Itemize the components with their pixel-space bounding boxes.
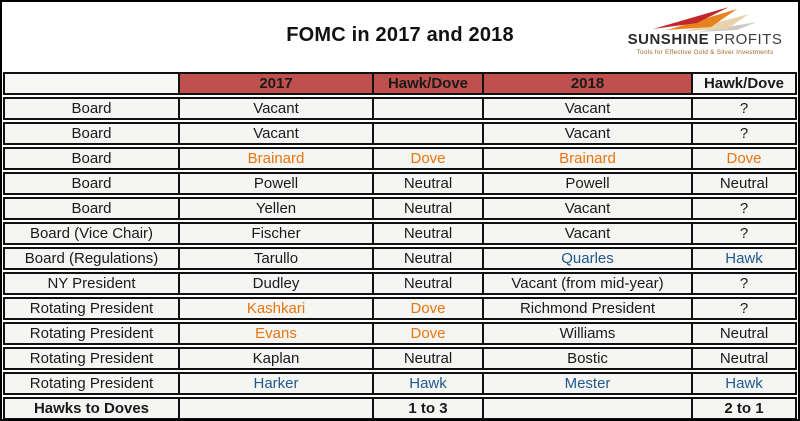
fomc-table: 2017 Hawk/Dove 2018 Hawk/Dove Board Vacan…	[3, 70, 797, 419]
table-cell: ?	[692, 122, 797, 145]
table-cell: Quarles	[483, 247, 692, 270]
position-cell: Hawks to Doves	[3, 397, 179, 419]
position-cell: Board (Vice Chair)	[3, 222, 179, 245]
table-row: Board Vacant Vacant?	[3, 97, 797, 120]
table-row: Board Powell Neutral Powell Neutral	[3, 172, 797, 195]
table-cell: ?	[692, 222, 797, 245]
position-cell: Rotating President	[3, 297, 179, 320]
table-cell: Vacant (from mid-year)	[483, 272, 692, 295]
position-cell: Board	[3, 197, 179, 220]
table-cell: Dudley	[179, 272, 373, 295]
header-cell-2017: 2017	[179, 72, 373, 95]
table-cell: Bostic	[483, 347, 692, 370]
table-cell	[483, 397, 692, 419]
sunshine-profits-logo: SUNSHINE PROFITS Tools for Effective Gol…	[620, 6, 790, 56]
table-cell: Dove	[373, 297, 483, 320]
table-cell: Dove	[373, 322, 483, 345]
table-cell: Brainard	[179, 147, 373, 170]
header-cell-position	[3, 72, 179, 95]
summary-row: Hawks to Doves 1 to 3 2 to 1	[3, 397, 797, 419]
table-cell: ?	[692, 197, 797, 220]
table-cell: Mester	[483, 372, 692, 395]
position-cell: Rotating President	[3, 372, 179, 395]
table-body: Board Vacant Vacant? Board Vacant Vacant? Boar…	[3, 97, 797, 419]
table-cell: Powell	[483, 172, 692, 195]
table-cell: Kashkari	[179, 297, 373, 320]
table-cell: ?	[692, 97, 797, 120]
table-cell: Hawk	[692, 247, 797, 270]
table-cell: Neutral	[692, 322, 797, 345]
position-cell: Board	[3, 147, 179, 170]
logo-name-bold: SUNSHINE	[627, 31, 710, 48]
table-cell: Kaplan	[179, 347, 373, 370]
logo-name-light: PROFITS	[713, 31, 783, 48]
position-cell: Rotating President	[3, 347, 179, 370]
table-row: Rotating President Harker Hawk Mester Hawk	[3, 372, 797, 395]
position-cell: Board	[3, 172, 179, 195]
logo-arrows-icon	[653, 7, 757, 32]
logo-tagline: Tools for Effective Gold & Silver Invest…	[636, 48, 774, 56]
table-cell: 2 to 1	[692, 397, 797, 419]
table-row: Rotating President Kaplan Neutral Bostic Neu…	[3, 347, 797, 370]
table-cell: Dove	[373, 147, 483, 170]
table-cell	[373, 122, 483, 145]
table-cell: Vacant	[483, 122, 692, 145]
table-cell: Vacant	[179, 97, 373, 120]
table-cell: Neutral	[373, 172, 483, 195]
table-row: Board (Regulations) Tarullo Neutral Quarles…	[3, 247, 797, 270]
table-cell: Vacant	[483, 197, 692, 220]
table-row: Board Brainard Dove Brainard Dove	[3, 147, 797, 170]
table-cell: Brainard	[483, 147, 692, 170]
table-row: Board Yellen Neutral Vacant?	[3, 197, 797, 220]
position-cell: NY President	[3, 272, 179, 295]
table-cell: Neutral	[373, 347, 483, 370]
table-cell: Powell	[179, 172, 373, 195]
table-cell: Vacant	[179, 122, 373, 145]
header-row: 2017 Hawk/Dove 2018 Hawk/Dove	[3, 72, 797, 95]
table-cell: Evans	[179, 322, 373, 345]
table-cell: Neutral	[692, 172, 797, 195]
table-cell: Harker	[179, 372, 373, 395]
title-band: FOMC in 2017 and 2018 SUNSHINE PROFITS T…	[2, 2, 798, 70]
table-cell	[373, 97, 483, 120]
table-row: Rotating President Evans Dove Williams Neutr…	[3, 322, 797, 345]
table-row: Board Vacant Vacant?	[3, 122, 797, 145]
position-cell: Rotating President	[3, 322, 179, 345]
table-cell: Neutral	[373, 272, 483, 295]
table-cell: Hawk	[373, 372, 483, 395]
page-title: FOMC in 2017 and 2018	[286, 24, 514, 46]
table-cell: Neutral	[373, 197, 483, 220]
table-cell: Yellen	[179, 197, 373, 220]
table-cell: ?	[692, 272, 797, 295]
table-cell: Hawk	[692, 372, 797, 395]
position-cell: Board	[3, 122, 179, 145]
position-cell: Board (Regulations)	[3, 247, 179, 270]
table-row: NY President Dudley Neutral Vacant (from mi…	[3, 272, 797, 295]
header-cell-2018: 2018	[483, 72, 692, 95]
table-cell: Fischer	[179, 222, 373, 245]
table-cell: Neutral	[373, 222, 483, 245]
table-row: Rotating President Kashkari Dove Richmond P…	[3, 297, 797, 320]
table-cell: ?	[692, 297, 797, 320]
table-cell: Tarullo	[179, 247, 373, 270]
table-cell: Vacant	[483, 222, 692, 245]
header-cell-hawkdove-2017: Hawk/Dove	[373, 72, 483, 95]
table-cell: Richmond President	[483, 297, 692, 320]
table-row: Board (Vice Chair) Fischer Neutral Vacant?	[3, 222, 797, 245]
table-cell: Neutral	[692, 347, 797, 370]
table-cell: Williams	[483, 322, 692, 345]
logo-name: SUNSHINE PROFITS	[620, 32, 790, 48]
table-cell: 1 to 3	[373, 397, 483, 419]
table-cell	[179, 397, 373, 419]
table-cell: Vacant	[483, 97, 692, 120]
position-cell: Board	[3, 97, 179, 120]
table-cell: Neutral	[373, 247, 483, 270]
header-cell-hawkdove-2018: Hawk/Dove	[692, 72, 797, 95]
table-cell: Dove	[692, 147, 797, 170]
